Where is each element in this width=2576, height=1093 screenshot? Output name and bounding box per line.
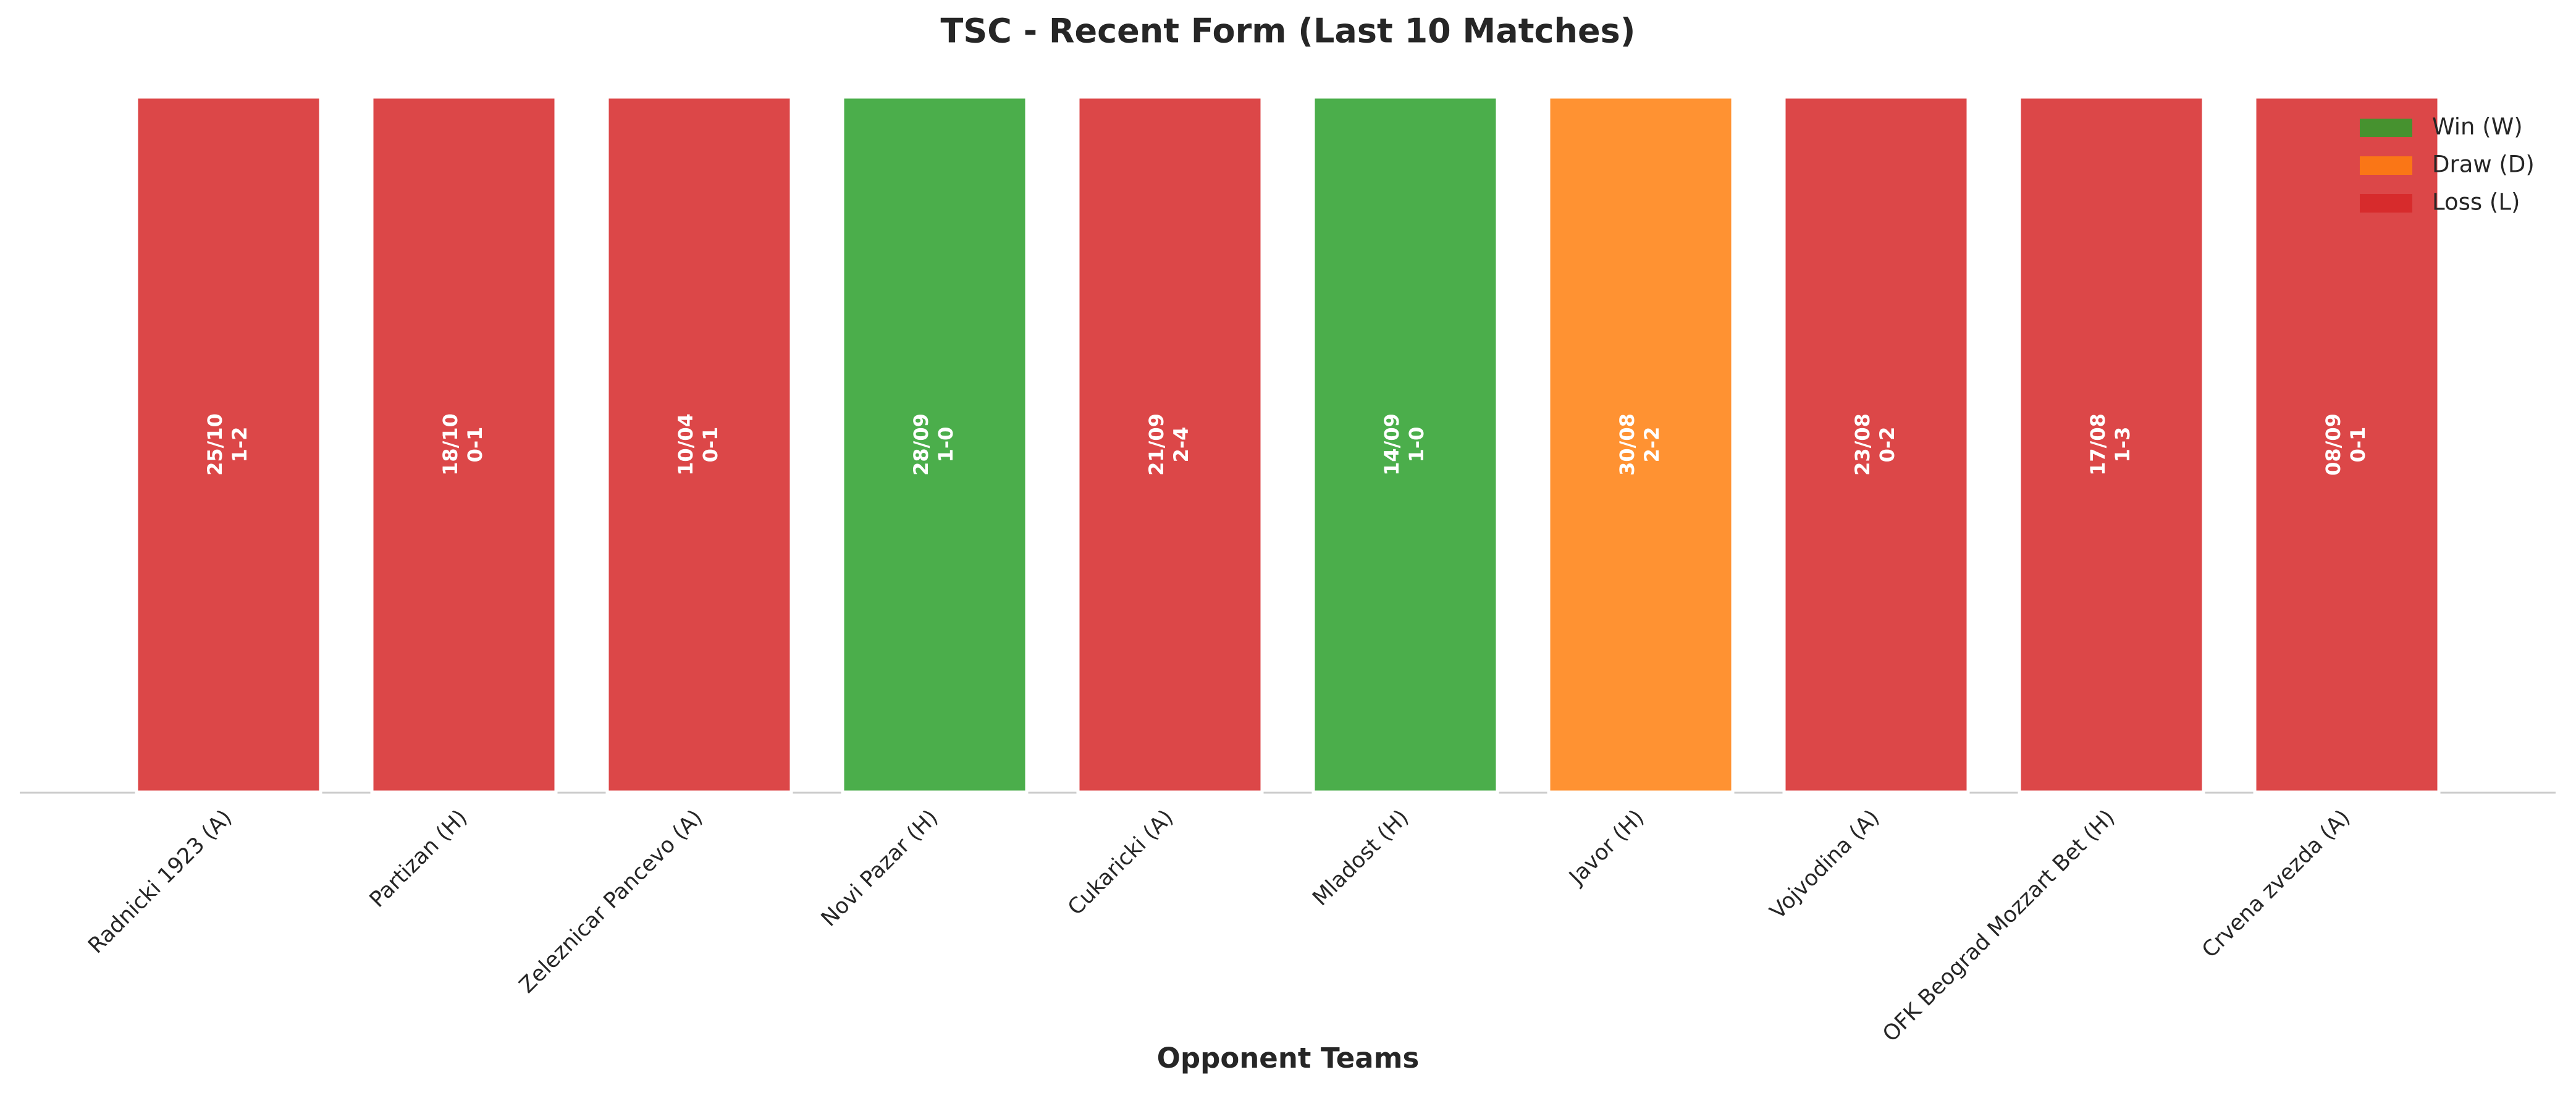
bar-score-label: 0-1 [463,427,487,463]
bar-score-label: 1-2 [228,427,251,463]
bar-score-label: 1-3 [2111,427,2134,463]
bar [1782,95,1970,794]
bar [1311,95,1499,794]
legend-swatch [2360,194,2412,213]
bar-score-label: 0-1 [2346,427,2370,463]
chart-title: TSC - Recent Form (Last 10 Matches) [941,12,1636,51]
bar-date-label: 23/08 [1851,413,1874,476]
bar-date-label: 10/04 [674,413,697,476]
bar-date-label: 28/09 [909,413,933,476]
bar-score-label: 0-2 [1875,427,1899,463]
bar-date-label: 21/09 [1145,413,1168,476]
bar [1076,95,1264,794]
bar-score-label: 2-2 [1640,427,1664,463]
bar [841,95,1029,794]
legend-swatch [2360,156,2412,175]
x-axis-label: Opponent Teams [1157,1042,1420,1074]
legend-label: Loss (L) [2432,189,2520,216]
bar-score-label: 1-0 [934,427,958,463]
bar-date-label: 25/10 [203,413,227,476]
bar [605,95,793,794]
legend-label: Win (W) [2432,114,2523,140]
bar-date-label: 18/10 [439,413,462,476]
bar [1547,95,1735,794]
bar [2018,95,2205,794]
bar [2253,95,2441,794]
legend-label: Draw (D) [2432,151,2535,178]
legend-swatch [2360,119,2412,137]
bar [370,95,558,794]
bar [135,95,322,794]
bar-date-label: 17/08 [2086,413,2110,476]
bar-date-label: 08/09 [2321,413,2345,476]
bar-date-label: 14/09 [1380,413,1404,476]
bar-score-label: 2-4 [1169,427,1193,463]
bar-score-label: 1-0 [1405,427,1428,463]
bar-date-label: 30/08 [1615,413,1639,476]
bar-score-label: 0-1 [699,427,722,463]
